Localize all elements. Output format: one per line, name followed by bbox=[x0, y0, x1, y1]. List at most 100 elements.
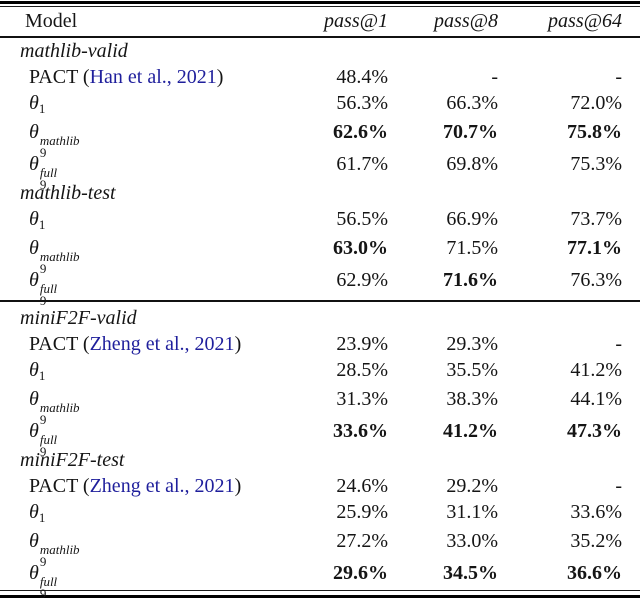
theta-subscript: 9 bbox=[39, 444, 47, 458]
model-label: θ mathlib 9 bbox=[0, 116, 316, 159]
section-label: mathlib-valid bbox=[20, 40, 128, 62]
value-cell: 44.1% bbox=[570, 388, 622, 410]
value-cell: - bbox=[491, 66, 498, 88]
value-cell: 31.3% bbox=[336, 388, 388, 410]
model-label: PACT (Zheng et al., 2021) bbox=[0, 331, 316, 357]
theta-symbol: θ bbox=[29, 501, 39, 523]
section-row: mathlib-valid bbox=[0, 38, 640, 64]
column-header-pass8: pass@8 bbox=[434, 10, 498, 32]
value-cell: 62.6% bbox=[333, 121, 388, 143]
model-name-suffix: ) bbox=[234, 333, 242, 355]
table-row: θ mathlib 9 62.6% 70.7% 75.8% bbox=[0, 116, 640, 159]
theta-supsub: mathlib 9 bbox=[39, 133, 80, 159]
theta-symbol: θ bbox=[29, 237, 39, 259]
value-cell: 25.9% bbox=[336, 501, 388, 523]
value-cell: 69.8% bbox=[446, 153, 498, 175]
citation-link[interactable]: Zheng et al., 2021 bbox=[89, 333, 235, 355]
table-row: θ full 9 62.9% 71.6% 76.3% bbox=[0, 264, 640, 307]
value-cell: - bbox=[615, 475, 622, 497]
theta-symbol: θ bbox=[29, 208, 39, 230]
column-header-pass64: pass@64 bbox=[548, 10, 622, 32]
model-label: θ full 9 bbox=[0, 148, 316, 191]
theta-supsub: mathlib 9 bbox=[39, 543, 80, 568]
value-cell: 66.3% bbox=[446, 92, 498, 114]
value-cell: 72.0% bbox=[570, 92, 622, 114]
table-row: PACT (Zheng et al., 2021) 24.6% 29.2% - bbox=[0, 473, 640, 499]
value-cell: 75.3% bbox=[570, 153, 622, 175]
value-cell: 36.6% bbox=[567, 562, 622, 584]
theta-subscript: 9 bbox=[39, 145, 47, 159]
theta-subscript: 9 bbox=[39, 177, 47, 191]
theta-supsub: mathlib 9 bbox=[40, 250, 80, 275]
section-divider-rule bbox=[0, 300, 640, 302]
model-label: θ1 bbox=[0, 357, 316, 389]
theta-subscript: 9 bbox=[39, 412, 47, 426]
theta-symbol: θ bbox=[29, 269, 39, 291]
value-cell: 56.5% bbox=[336, 208, 388, 230]
table-header-row: Model pass@1 pass@8 pass@64 bbox=[0, 7, 640, 36]
theta-symbol: θ bbox=[29, 121, 39, 143]
value-cell: - bbox=[615, 333, 622, 355]
theta-superscript: full bbox=[39, 432, 58, 447]
value-cell: 27.2% bbox=[336, 530, 388, 552]
model-label: PACT (Zheng et al., 2021) bbox=[0, 473, 316, 499]
model-label: θ1 bbox=[0, 499, 316, 531]
section-label: miniF2F-valid bbox=[20, 307, 137, 329]
value-cell: 41.2% bbox=[443, 420, 498, 442]
model-label: θ full 9 bbox=[0, 264, 316, 307]
table-row: θ full 9 61.7% 69.8% 75.3% bbox=[0, 148, 640, 191]
theta-subscript: 9 bbox=[39, 586, 47, 600]
column-header-pass1: pass@1 bbox=[324, 10, 388, 32]
value-cell: 35.2% bbox=[570, 530, 622, 552]
value-cell: 61.7% bbox=[336, 153, 388, 175]
value-cell: 47.3% bbox=[567, 420, 622, 442]
theta-symbol: θ bbox=[29, 530, 39, 552]
theta-subscript: 1 bbox=[38, 368, 46, 383]
value-cell: 48.4% bbox=[336, 66, 388, 88]
value-cell: 33.0% bbox=[446, 530, 498, 552]
theta-superscript: full bbox=[39, 165, 58, 180]
value-cell: 34.5% bbox=[443, 562, 498, 584]
theta-symbol: θ bbox=[29, 388, 39, 410]
value-cell: 31.1% bbox=[446, 501, 498, 523]
value-cell: 28.5% bbox=[336, 359, 388, 381]
table-row: θ1 56.5% 66.9% 73.7% bbox=[0, 206, 640, 232]
bottom-rule-heavy bbox=[0, 595, 640, 598]
value-cell: 62.9% bbox=[336, 269, 388, 291]
theta-supsub: full 9 bbox=[40, 282, 57, 307]
table-row: θ full 9 29.6% 34.5% 36.6% bbox=[0, 557, 640, 600]
table-row: PACT (Han et al., 2021) 48.4% - - bbox=[0, 64, 640, 90]
value-cell: 33.6% bbox=[570, 501, 622, 523]
header-rule bbox=[0, 36, 640, 38]
citation-link[interactable]: Han et al., 2021 bbox=[89, 66, 217, 88]
table-row: θ1 28.5% 35.5% 41.2% bbox=[0, 357, 640, 383]
value-cell: 23.9% bbox=[336, 333, 388, 355]
theta-supsub: full 9 bbox=[39, 165, 58, 191]
theta-supsub: mathlib 9 bbox=[39, 401, 80, 426]
value-cell: 35.5% bbox=[446, 359, 498, 381]
model-name-suffix: ) bbox=[216, 66, 224, 88]
value-cell: 71.5% bbox=[446, 237, 498, 259]
section-row: miniF2F-valid bbox=[0, 305, 640, 331]
table-body: mathlib-valid PACT (Han et al., 2021) 48.4… bbox=[0, 38, 640, 600]
theta-superscript: full bbox=[39, 574, 58, 589]
value-cell: 70.7% bbox=[443, 121, 498, 143]
section-label: mathlib-test bbox=[20, 182, 116, 204]
theta-subscript: 9 bbox=[39, 554, 47, 568]
model-label: PACT (Han et al., 2021) bbox=[0, 64, 316, 90]
model-label: θ1 bbox=[0, 90, 316, 122]
value-cell: 71.6% bbox=[443, 269, 498, 291]
citation-link[interactable]: Zheng et al., 2021 bbox=[89, 475, 235, 497]
theta-supsub: full 9 bbox=[39, 432, 58, 458]
theta-subscript: 1 bbox=[38, 101, 46, 116]
theta-symbol: θ bbox=[29, 153, 39, 175]
top-rule-heavy bbox=[0, 1, 640, 4]
theta-symbol: θ bbox=[29, 92, 39, 114]
value-cell: 33.6% bbox=[333, 420, 388, 442]
model-label: θ full 9 bbox=[0, 415, 316, 458]
model-name: PACT ( bbox=[29, 333, 90, 355]
table-row: θ1 25.9% 31.1% 33.6% bbox=[0, 499, 640, 525]
theta-superscript: mathlib bbox=[39, 133, 80, 148]
model-name-suffix: ) bbox=[234, 475, 242, 497]
